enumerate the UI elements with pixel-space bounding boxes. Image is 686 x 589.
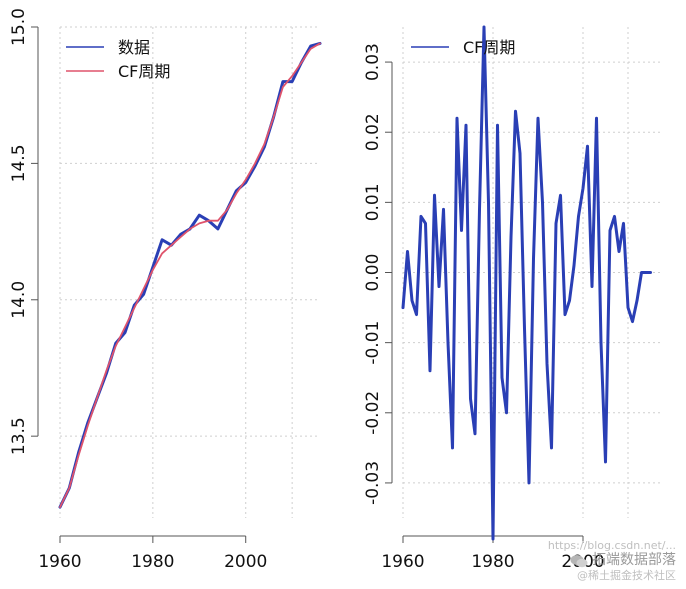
y-tick-label: 14.0 xyxy=(9,281,29,319)
y-tick-label: 13.5 xyxy=(9,417,29,455)
x-tick-label: 1960 xyxy=(381,552,424,572)
x-tick-label: 1960 xyxy=(38,552,81,572)
x-tick-label: 1980 xyxy=(471,552,514,572)
series-line xyxy=(59,42,321,509)
legend-label: CF周期 xyxy=(118,62,170,81)
right-panel: -0.03-0.02-0.010.000.010.020.03196019802… xyxy=(363,25,662,572)
x-tick-label: 2000 xyxy=(224,552,267,572)
y-tick-label: -0.01 xyxy=(363,321,383,365)
wechat-icon xyxy=(570,554,588,567)
series-line xyxy=(58,41,322,509)
y-tick-label: -0.02 xyxy=(363,391,383,435)
series-line xyxy=(401,25,652,541)
watermark-sub: @稀土掘金技术社区 xyxy=(577,569,676,582)
watermark-brand: 拓端数据部落 xyxy=(592,552,676,568)
y-tick-label: -0.03 xyxy=(363,461,383,505)
watermark: https://blog.csdn.net/... 拓端数据部落 @稀土掘金技术… xyxy=(548,538,676,583)
watermark-url: https://blog.csdn.net/... xyxy=(547,539,676,552)
y-tick-label: 0.02 xyxy=(363,113,383,151)
y-tick-label: 0.00 xyxy=(363,254,383,292)
y-tick-label: 14.5 xyxy=(9,144,29,182)
y-tick-label: 15.0 xyxy=(9,8,29,46)
legend-label: 数据 xyxy=(118,38,150,57)
legend-label: CF周期 xyxy=(463,38,515,57)
left-panel: 13.5 14.0 14.5 15.0 1960 1980 2000 数据 CF周期 xyxy=(9,8,322,572)
y-tick-label: 0.01 xyxy=(363,183,383,221)
y-tick-label: 0.03 xyxy=(363,43,383,81)
x-tick-label: 1980 xyxy=(131,552,174,572)
